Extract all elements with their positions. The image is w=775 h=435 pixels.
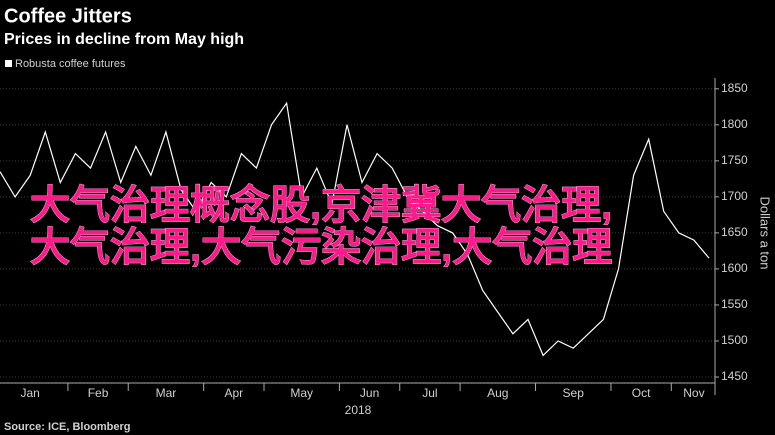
y-tick-label: 1600	[721, 261, 748, 275]
x-tick-label: Mar	[156, 386, 177, 400]
x-tick-label: Jan	[20, 386, 39, 400]
y-tick-label: 1700	[721, 189, 748, 203]
y-axis-label: Dollars a ton	[758, 197, 773, 270]
y-tick-label: 1800	[721, 117, 748, 131]
y-tick-label: 1750	[721, 153, 748, 167]
y-tick-label: 1850	[721, 81, 748, 95]
legend-label: Robusta coffee futures	[15, 58, 126, 70]
x-axis-label: 2018	[345, 403, 372, 417]
x-tick-label: Jul	[422, 386, 437, 400]
x-tick-label: Oct	[632, 386, 651, 400]
y-tick-label: 1550	[721, 297, 748, 311]
x-tick-label: Nov	[683, 386, 704, 400]
y-tick-label: 1650	[721, 225, 748, 239]
overlay-text: 大气治理,大气污染治理,大气治理	[30, 226, 612, 270]
source: Source: ICE, Bloomberg	[4, 421, 131, 433]
x-tick-label: Aug	[487, 386, 508, 400]
x-tick-label: Sep	[563, 386, 585, 400]
y-tick-label: 1500	[721, 333, 748, 347]
chart-subtitle: Prices in decline from May high	[4, 31, 244, 48]
x-tick-label: Apr	[224, 386, 243, 400]
x-tick-label: Feb	[88, 386, 109, 400]
overlay-text: 大气治理概念股,京津冀大气治理,	[30, 183, 612, 228]
legend-swatch	[5, 60, 12, 67]
x-tick-label: May	[290, 386, 313, 400]
x-tick-label: Jun	[360, 386, 379, 400]
y-tick-label: 1450	[721, 369, 748, 383]
chart-title: Coffee Jitters	[4, 5, 132, 27]
price-line	[0, 101, 710, 357]
